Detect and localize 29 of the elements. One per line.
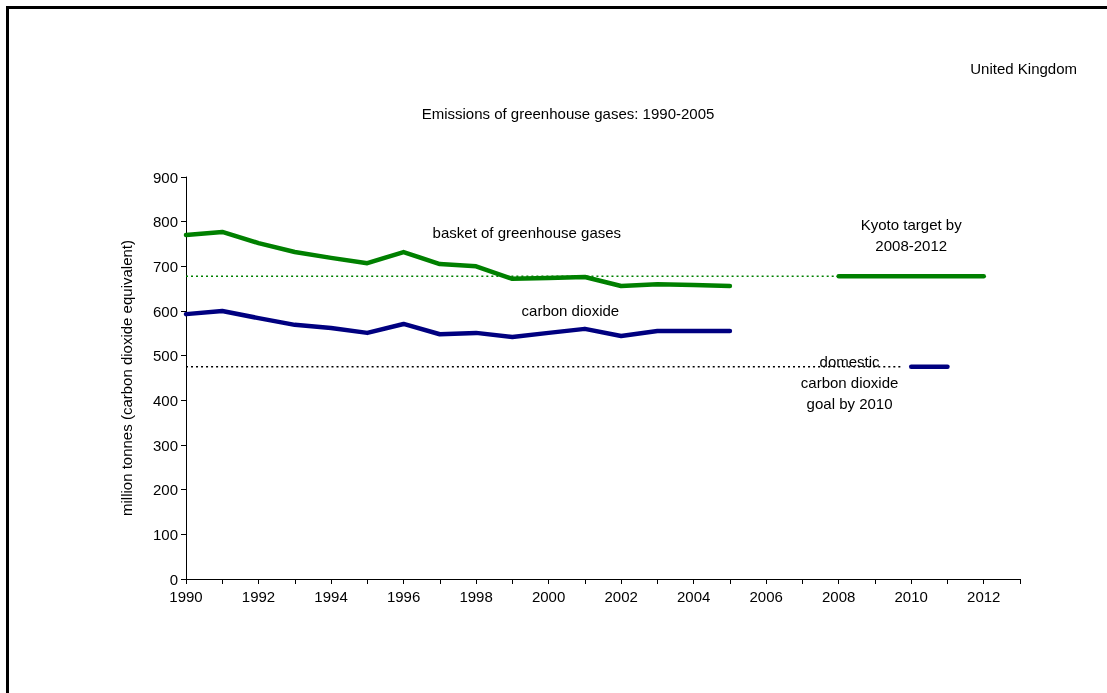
x-tick-label: 2004 <box>676 588 711 605</box>
x-tick-label: 2012 <box>967 588 1001 605</box>
y-tick-label: 600 <box>152 302 178 320</box>
y-tick-label: 200 <box>152 481 178 499</box>
x-tick-label: 1998 <box>459 588 493 605</box>
y-tick-label: 400 <box>152 391 178 409</box>
x-tick-label: 1990 <box>169 588 203 605</box>
y-tick-label: 700 <box>152 257 178 275</box>
y-tick-label: 900 <box>152 168 178 186</box>
annotation: Kyoto target by 2008-2012 <box>860 216 963 255</box>
chart-title: Emissions of greenhouse gases: 1990-2005 <box>421 105 715 122</box>
x-tick-label: 2008 <box>822 588 856 605</box>
annotation: domestic carbon dioxide goal by 2010 <box>800 352 899 412</box>
y-tick-label: 800 <box>152 213 178 231</box>
x-tick-label: 2006 <box>749 588 783 605</box>
x-tick-label: 1996 <box>386 588 421 605</box>
series-label: basket of greenhouse gases <box>432 224 622 242</box>
y-axis-title: million tonnes (carbon dioxide equivalent) <box>118 240 135 516</box>
x-tick-label: 2002 <box>604 588 638 605</box>
y-tick-label: 300 <box>152 436 178 454</box>
chart-subtitle: United Kingdom <box>970 60 1078 77</box>
y-tick-label: 500 <box>152 347 178 365</box>
x-tick-label: 2000 <box>531 588 566 605</box>
x-tick-label: 1992 <box>241 588 276 605</box>
y-tick-label: 0 <box>169 570 178 588</box>
x-tick-label: 2010 <box>894 588 928 605</box>
x-tick-label: 1994 <box>314 588 348 605</box>
y-tick-label: 100 <box>152 525 178 543</box>
series-label: carbon dioxide <box>521 301 620 319</box>
